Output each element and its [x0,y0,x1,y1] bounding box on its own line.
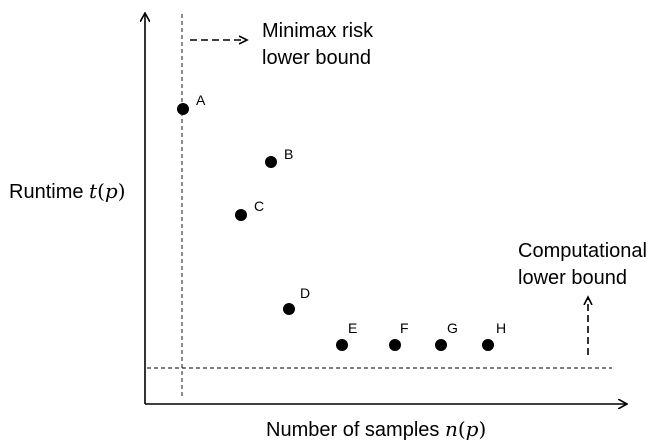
point-a [177,103,189,115]
points-group: A B C D E F G H [177,92,506,351]
y-axis-label-text: Runtime [9,181,89,203]
minimax-label-line1: Minimax risk [262,20,374,42]
computational-label-line1: Computational [518,240,647,262]
x-axis-label-close-paren: ) [478,417,486,441]
point-g-label: G [447,320,458,336]
point-e-label: E [348,320,357,336]
point-h [482,339,494,351]
point-e [336,339,348,351]
y-axis-label-arg: p [105,179,118,203]
y-axis-label: Runtime t(p) [9,179,126,203]
computational-label-line2: lower bound [518,267,627,289]
x-axis-label: Number of samples n(p) [266,417,486,441]
point-d [283,303,295,315]
point-d-label: D [300,285,310,301]
x-axis-label-arg: p [466,417,479,441]
x-axis-label-var: n [445,417,458,441]
point-a-label: A [196,92,206,108]
y-axis-label-open-paren: ( [97,179,105,203]
point-h-label: H [496,320,506,336]
point-c [235,209,247,221]
x-axis-label-text: Number of samples [266,419,445,441]
point-f [389,339,401,351]
point-b [265,156,277,168]
point-c-label: C [254,198,264,214]
point-b-label: B [284,146,293,162]
y-axis-label-var: t [89,179,98,203]
minimax-label-line2: lower bound [262,47,371,69]
x-axis-label-open-paren: ( [458,417,466,441]
y-axis-label-close-paren: ) [118,179,126,203]
point-g [435,339,447,351]
point-f-label: F [400,320,409,336]
